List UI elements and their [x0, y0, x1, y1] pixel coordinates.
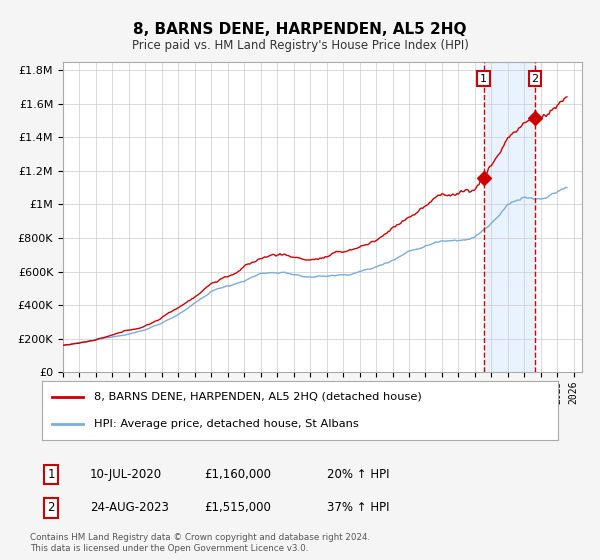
Text: 8, BARNS DENE, HARPENDEN, AL5 2HQ: 8, BARNS DENE, HARPENDEN, AL5 2HQ	[133, 22, 467, 38]
Text: £1,515,000: £1,515,000	[204, 501, 271, 515]
Text: 8, BARNS DENE, HARPENDEN, AL5 2HQ (detached house): 8, BARNS DENE, HARPENDEN, AL5 2HQ (detac…	[94, 391, 421, 402]
Text: £1,160,000: £1,160,000	[204, 468, 271, 481]
Text: 2: 2	[532, 74, 539, 83]
Text: 20% ↑ HPI: 20% ↑ HPI	[327, 468, 389, 481]
Text: 37% ↑ HPI: 37% ↑ HPI	[327, 501, 389, 515]
Text: 1: 1	[47, 468, 55, 481]
Text: Price paid vs. HM Land Registry's House Price Index (HPI): Price paid vs. HM Land Registry's House …	[131, 39, 469, 52]
Text: 2: 2	[47, 501, 55, 515]
Text: This data is licensed under the Open Government Licence v3.0.: This data is licensed under the Open Gov…	[30, 544, 308, 553]
Text: HPI: Average price, detached house, St Albans: HPI: Average price, detached house, St A…	[94, 419, 358, 429]
Text: 24-AUG-2023: 24-AUG-2023	[90, 501, 169, 515]
Text: 1: 1	[480, 74, 487, 83]
Text: 10-JUL-2020: 10-JUL-2020	[90, 468, 162, 481]
Text: Contains HM Land Registry data © Crown copyright and database right 2024.: Contains HM Land Registry data © Crown c…	[30, 533, 370, 542]
Bar	[484, 62, 535, 372]
